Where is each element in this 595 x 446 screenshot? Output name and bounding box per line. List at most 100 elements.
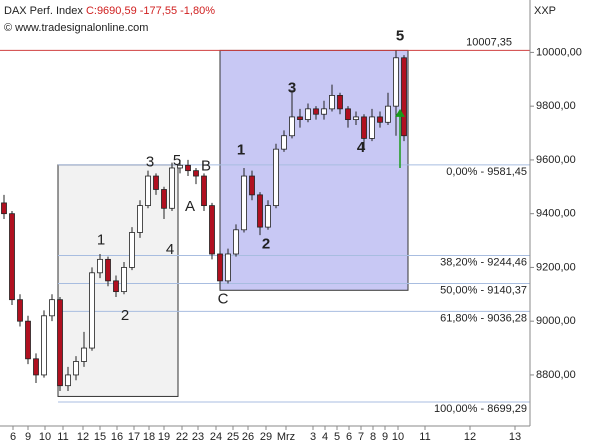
x-tick-label: 11	[57, 431, 68, 443]
wave-label: 4	[166, 241, 174, 258]
wave-label: A	[185, 198, 195, 215]
candle-body	[161, 189, 167, 209]
candle-body	[233, 229, 239, 255]
candle-body	[241, 175, 247, 231]
wave-label: 1	[97, 232, 105, 249]
candle-body	[25, 320, 31, 360]
x-tick-label: 11	[419, 431, 430, 443]
y-tick-label: 9000,00	[536, 315, 576, 327]
x-tick-label: 6	[346, 431, 352, 443]
candle-body	[129, 232, 135, 268]
x-tick-label: 3	[310, 431, 316, 443]
candle-body	[137, 205, 143, 233]
wave-label: 3	[288, 80, 296, 97]
candle-body	[9, 213, 15, 301]
candle-body	[217, 253, 223, 282]
x-tick-label: 16	[111, 431, 123, 443]
x-tick-label: 9	[382, 431, 388, 443]
x-tick-label: 6	[10, 431, 16, 443]
x-tick-label: 13	[509, 431, 521, 443]
candle-body	[377, 116, 383, 123]
candle-body	[401, 57, 407, 137]
x-tick-label: 5	[334, 431, 340, 443]
candle-body	[41, 315, 47, 376]
candle-body	[337, 95, 343, 110]
candle-body	[89, 272, 95, 349]
candle-body	[81, 347, 87, 362]
quote: C:9690,59 -177,55 -1,80%	[86, 5, 215, 17]
x-tick-label: Mrz	[277, 431, 295, 443]
x-tick-label: 23	[192, 431, 204, 443]
plot-area: 0,00% - 9581,45 38,20% - 9244,46 50,00% - …	[0, 27, 530, 415]
candle-body	[225, 253, 231, 282]
wave-label: 3	[146, 154, 154, 171]
candle-body	[65, 374, 71, 387]
range-box	[219, 49, 409, 291]
x-tick-label: 22	[176, 431, 188, 443]
wave-label: 5	[173, 152, 181, 169]
x-tick-label: 9	[25, 431, 31, 443]
wave-label: 2	[121, 307, 129, 324]
fib-label: 38,20% - 9244,46	[440, 256, 527, 268]
candle-body	[273, 148, 279, 207]
x-tick-label: 8	[370, 431, 376, 443]
x-tick-label: 29	[260, 431, 272, 443]
candle-body	[145, 175, 151, 207]
candle-body	[321, 108, 327, 115]
x-tick-label: 17	[128, 431, 140, 443]
candle-body	[305, 108, 311, 121]
wave-label: 5	[396, 27, 404, 44]
candle-body	[73, 361, 79, 376]
wave-label: 4	[357, 139, 366, 156]
candle-body	[57, 299, 63, 387]
x-tick-label: 7	[358, 431, 364, 443]
candle-body	[1, 202, 7, 215]
x-tick-label: 12	[77, 431, 89, 443]
resistance-label: 10007,35	[466, 36, 512, 48]
fib-label: 100,00% - 8699,29	[434, 403, 527, 415]
axis-label: XXP	[534, 5, 556, 17]
candle-body	[329, 95, 335, 110]
fib-label: 61,80% - 9036,28	[440, 312, 527, 324]
candle-body	[369, 116, 375, 139]
y-tick-label: 8800,00	[536, 369, 576, 381]
candle-body	[265, 205, 271, 228]
candle-body	[169, 167, 175, 209]
wave-label: 1	[237, 141, 245, 158]
candle-body	[393, 57, 399, 107]
candle-body	[353, 116, 359, 121]
candle-body	[121, 267, 127, 293]
arrow-head	[395, 108, 405, 117]
y-tick-label: 9800,00	[536, 100, 576, 112]
candle-body	[49, 299, 55, 317]
candle-body	[289, 116, 295, 137]
candle-body	[281, 135, 287, 150]
x-tick-label: 15	[94, 431, 106, 443]
candle-body	[385, 105, 391, 123]
y-tick-label: 9200,00	[536, 261, 576, 273]
x-tick-label: 12	[464, 431, 476, 443]
x-tick-label: 25	[227, 431, 239, 443]
candle-body	[33, 358, 39, 376]
candle-body	[185, 164, 191, 172]
wave-label: C	[218, 291, 229, 308]
x-tick-label: 24	[210, 431, 222, 443]
candle-body	[257, 194, 263, 228]
wave-label: 2	[262, 236, 270, 253]
chart-subtitle: © www.tradesignalonline.com	[4, 22, 148, 34]
wave-label: B	[201, 158, 211, 175]
candle-body	[97, 258, 103, 274]
y-tick-label: 9400,00	[536, 208, 576, 220]
candle-body	[249, 175, 255, 196]
candle-body	[345, 108, 351, 121]
chart-title: DAX Perf. Index C:9690,59 -177,55 -1,80%	[4, 5, 215, 17]
candle-body	[361, 116, 367, 139]
x-tick-label: 10	[39, 431, 51, 443]
candle-body	[297, 116, 303, 121]
candle-body	[201, 175, 207, 207]
fib-label: 0,00% - 9581,45	[446, 166, 527, 178]
candle-body	[193, 170, 199, 177]
fib-label: 50,00% - 9140,37	[440, 284, 527, 296]
candle-body	[209, 205, 215, 255]
x-tick-label: 4	[322, 431, 328, 443]
